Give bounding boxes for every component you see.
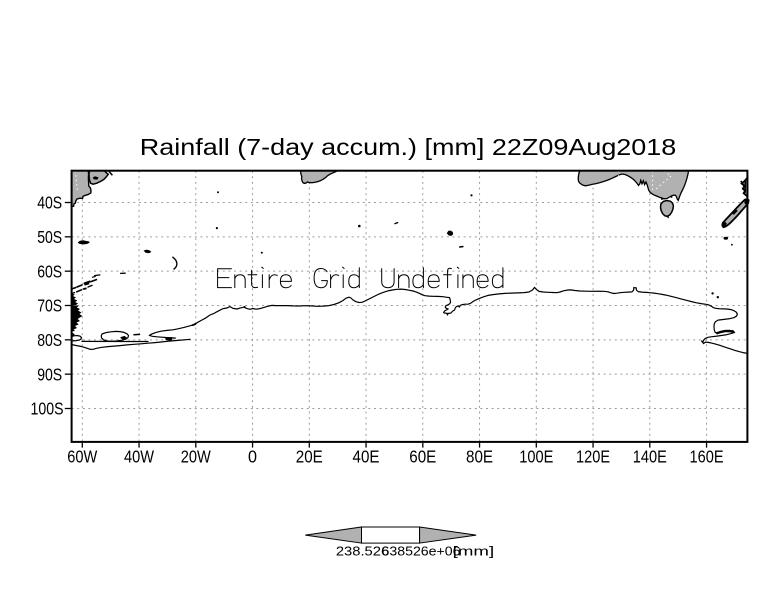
svg-text:60S: 60S bbox=[37, 261, 62, 281]
svg-text:100S: 100S bbox=[31, 399, 64, 419]
svg-text:20E: 20E bbox=[296, 447, 323, 467]
svg-text:90S: 90S bbox=[37, 364, 62, 384]
svg-text:40W: 40W bbox=[124, 447, 155, 467]
svg-text:638526e+06: 638526e+06 bbox=[382, 544, 461, 558]
svg-text:[mm]: [mm] bbox=[453, 544, 495, 558]
svg-text:80E: 80E bbox=[466, 447, 493, 467]
svg-text:140E: 140E bbox=[633, 447, 667, 467]
svg-text:160E: 160E bbox=[690, 447, 724, 467]
svg-text:60E: 60E bbox=[409, 447, 436, 467]
svg-text:238.526: 238.526 bbox=[336, 544, 389, 558]
svg-text:50S: 50S bbox=[37, 227, 62, 247]
svg-text:20W: 20W bbox=[181, 447, 212, 467]
svg-text:80S: 80S bbox=[37, 330, 62, 350]
svg-text:70S: 70S bbox=[37, 296, 62, 316]
svg-text:0: 0 bbox=[248, 447, 257, 467]
svg-text:120E: 120E bbox=[576, 447, 610, 467]
svg-text:60W: 60W bbox=[67, 447, 98, 467]
svg-text:40E: 40E bbox=[353, 447, 380, 467]
svg-text:40S: 40S bbox=[37, 193, 62, 213]
svg-text:100E: 100E bbox=[519, 447, 553, 467]
svg-text:Rainfall (7-day accum.) [mm] 2: Rainfall (7-day accum.) [mm] 22Z09Aug201… bbox=[140, 134, 677, 160]
